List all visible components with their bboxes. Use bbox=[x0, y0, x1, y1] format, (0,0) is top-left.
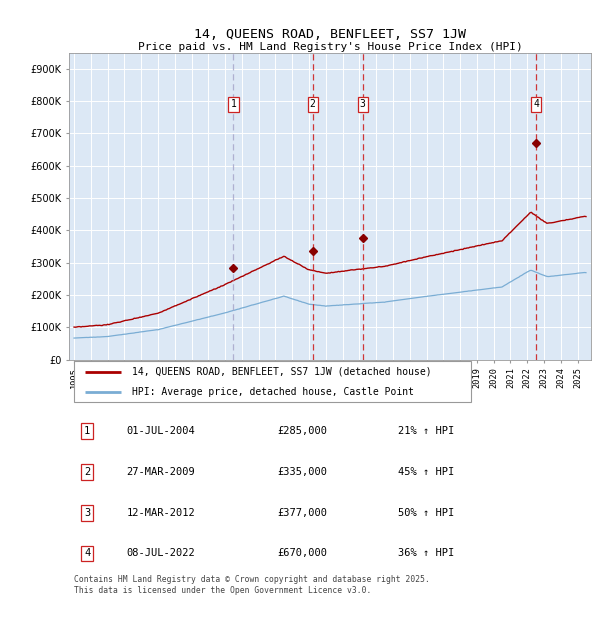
Text: £335,000: £335,000 bbox=[278, 467, 328, 477]
Text: 01-JUL-2004: 01-JUL-2004 bbox=[127, 427, 195, 436]
FancyBboxPatch shape bbox=[74, 361, 471, 402]
Text: 21% ↑ HPI: 21% ↑ HPI bbox=[398, 427, 454, 436]
Text: £377,000: £377,000 bbox=[278, 508, 328, 518]
Text: 4: 4 bbox=[533, 99, 539, 109]
Text: £670,000: £670,000 bbox=[278, 549, 328, 559]
Text: 12-MAR-2012: 12-MAR-2012 bbox=[127, 508, 195, 518]
Text: 2: 2 bbox=[84, 467, 91, 477]
Text: 50% ↑ HPI: 50% ↑ HPI bbox=[398, 508, 454, 518]
Text: £285,000: £285,000 bbox=[278, 427, 328, 436]
Text: 1: 1 bbox=[84, 427, 91, 436]
Text: 14, QUEENS ROAD, BENFLEET, SS7 1JW: 14, QUEENS ROAD, BENFLEET, SS7 1JW bbox=[194, 28, 466, 41]
Text: 14, QUEENS ROAD, BENFLEET, SS7 1JW (detached house): 14, QUEENS ROAD, BENFLEET, SS7 1JW (deta… bbox=[131, 366, 431, 377]
Text: 4: 4 bbox=[84, 549, 91, 559]
Text: 27-MAR-2009: 27-MAR-2009 bbox=[127, 467, 195, 477]
Text: 3: 3 bbox=[360, 99, 365, 109]
Text: 2: 2 bbox=[310, 99, 316, 109]
Text: Contains HM Land Registry data © Crown copyright and database right 2025.
This d: Contains HM Land Registry data © Crown c… bbox=[74, 575, 430, 595]
Text: Price paid vs. HM Land Registry's House Price Index (HPI): Price paid vs. HM Land Registry's House … bbox=[137, 42, 523, 52]
Text: 45% ↑ HPI: 45% ↑ HPI bbox=[398, 467, 454, 477]
Text: 3: 3 bbox=[84, 508, 91, 518]
Text: 36% ↑ HPI: 36% ↑ HPI bbox=[398, 549, 454, 559]
Text: 08-JUL-2022: 08-JUL-2022 bbox=[127, 549, 195, 559]
Text: 1: 1 bbox=[230, 99, 236, 109]
Text: HPI: Average price, detached house, Castle Point: HPI: Average price, detached house, Cast… bbox=[131, 387, 413, 397]
